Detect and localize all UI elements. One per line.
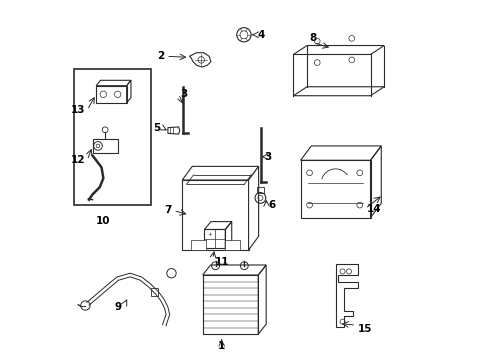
Text: 4: 4 (258, 30, 265, 40)
Text: 7: 7 (164, 206, 171, 216)
Text: 15: 15 (358, 324, 372, 334)
Polygon shape (182, 166, 259, 180)
Text: 1: 1 (218, 341, 225, 351)
Bar (96, 86, 126, 103)
Bar (257, 187, 264, 193)
Text: 3: 3 (265, 152, 272, 162)
Text: +: + (207, 231, 212, 237)
Polygon shape (294, 45, 384, 54)
Bar (151, 288, 158, 296)
Text: 2: 2 (157, 51, 164, 61)
Text: 8: 8 (310, 33, 317, 43)
Text: 10: 10 (96, 216, 111, 226)
Text: 6: 6 (269, 200, 275, 210)
Bar (204, 229, 225, 248)
Bar (93, 139, 118, 153)
Text: 14: 14 (367, 204, 382, 214)
Bar (225, 239, 240, 250)
Bar (191, 239, 205, 250)
Polygon shape (294, 87, 384, 96)
Bar (300, 160, 370, 218)
Bar (74, 69, 151, 205)
Bar (182, 180, 248, 250)
Text: 3: 3 (180, 89, 188, 99)
Bar (203, 275, 258, 334)
Polygon shape (248, 166, 259, 250)
Text: 9: 9 (114, 302, 121, 312)
Text: 12: 12 (71, 155, 85, 165)
Text: 11: 11 (215, 257, 229, 267)
Text: 5: 5 (153, 123, 161, 133)
Text: 13: 13 (71, 105, 85, 115)
